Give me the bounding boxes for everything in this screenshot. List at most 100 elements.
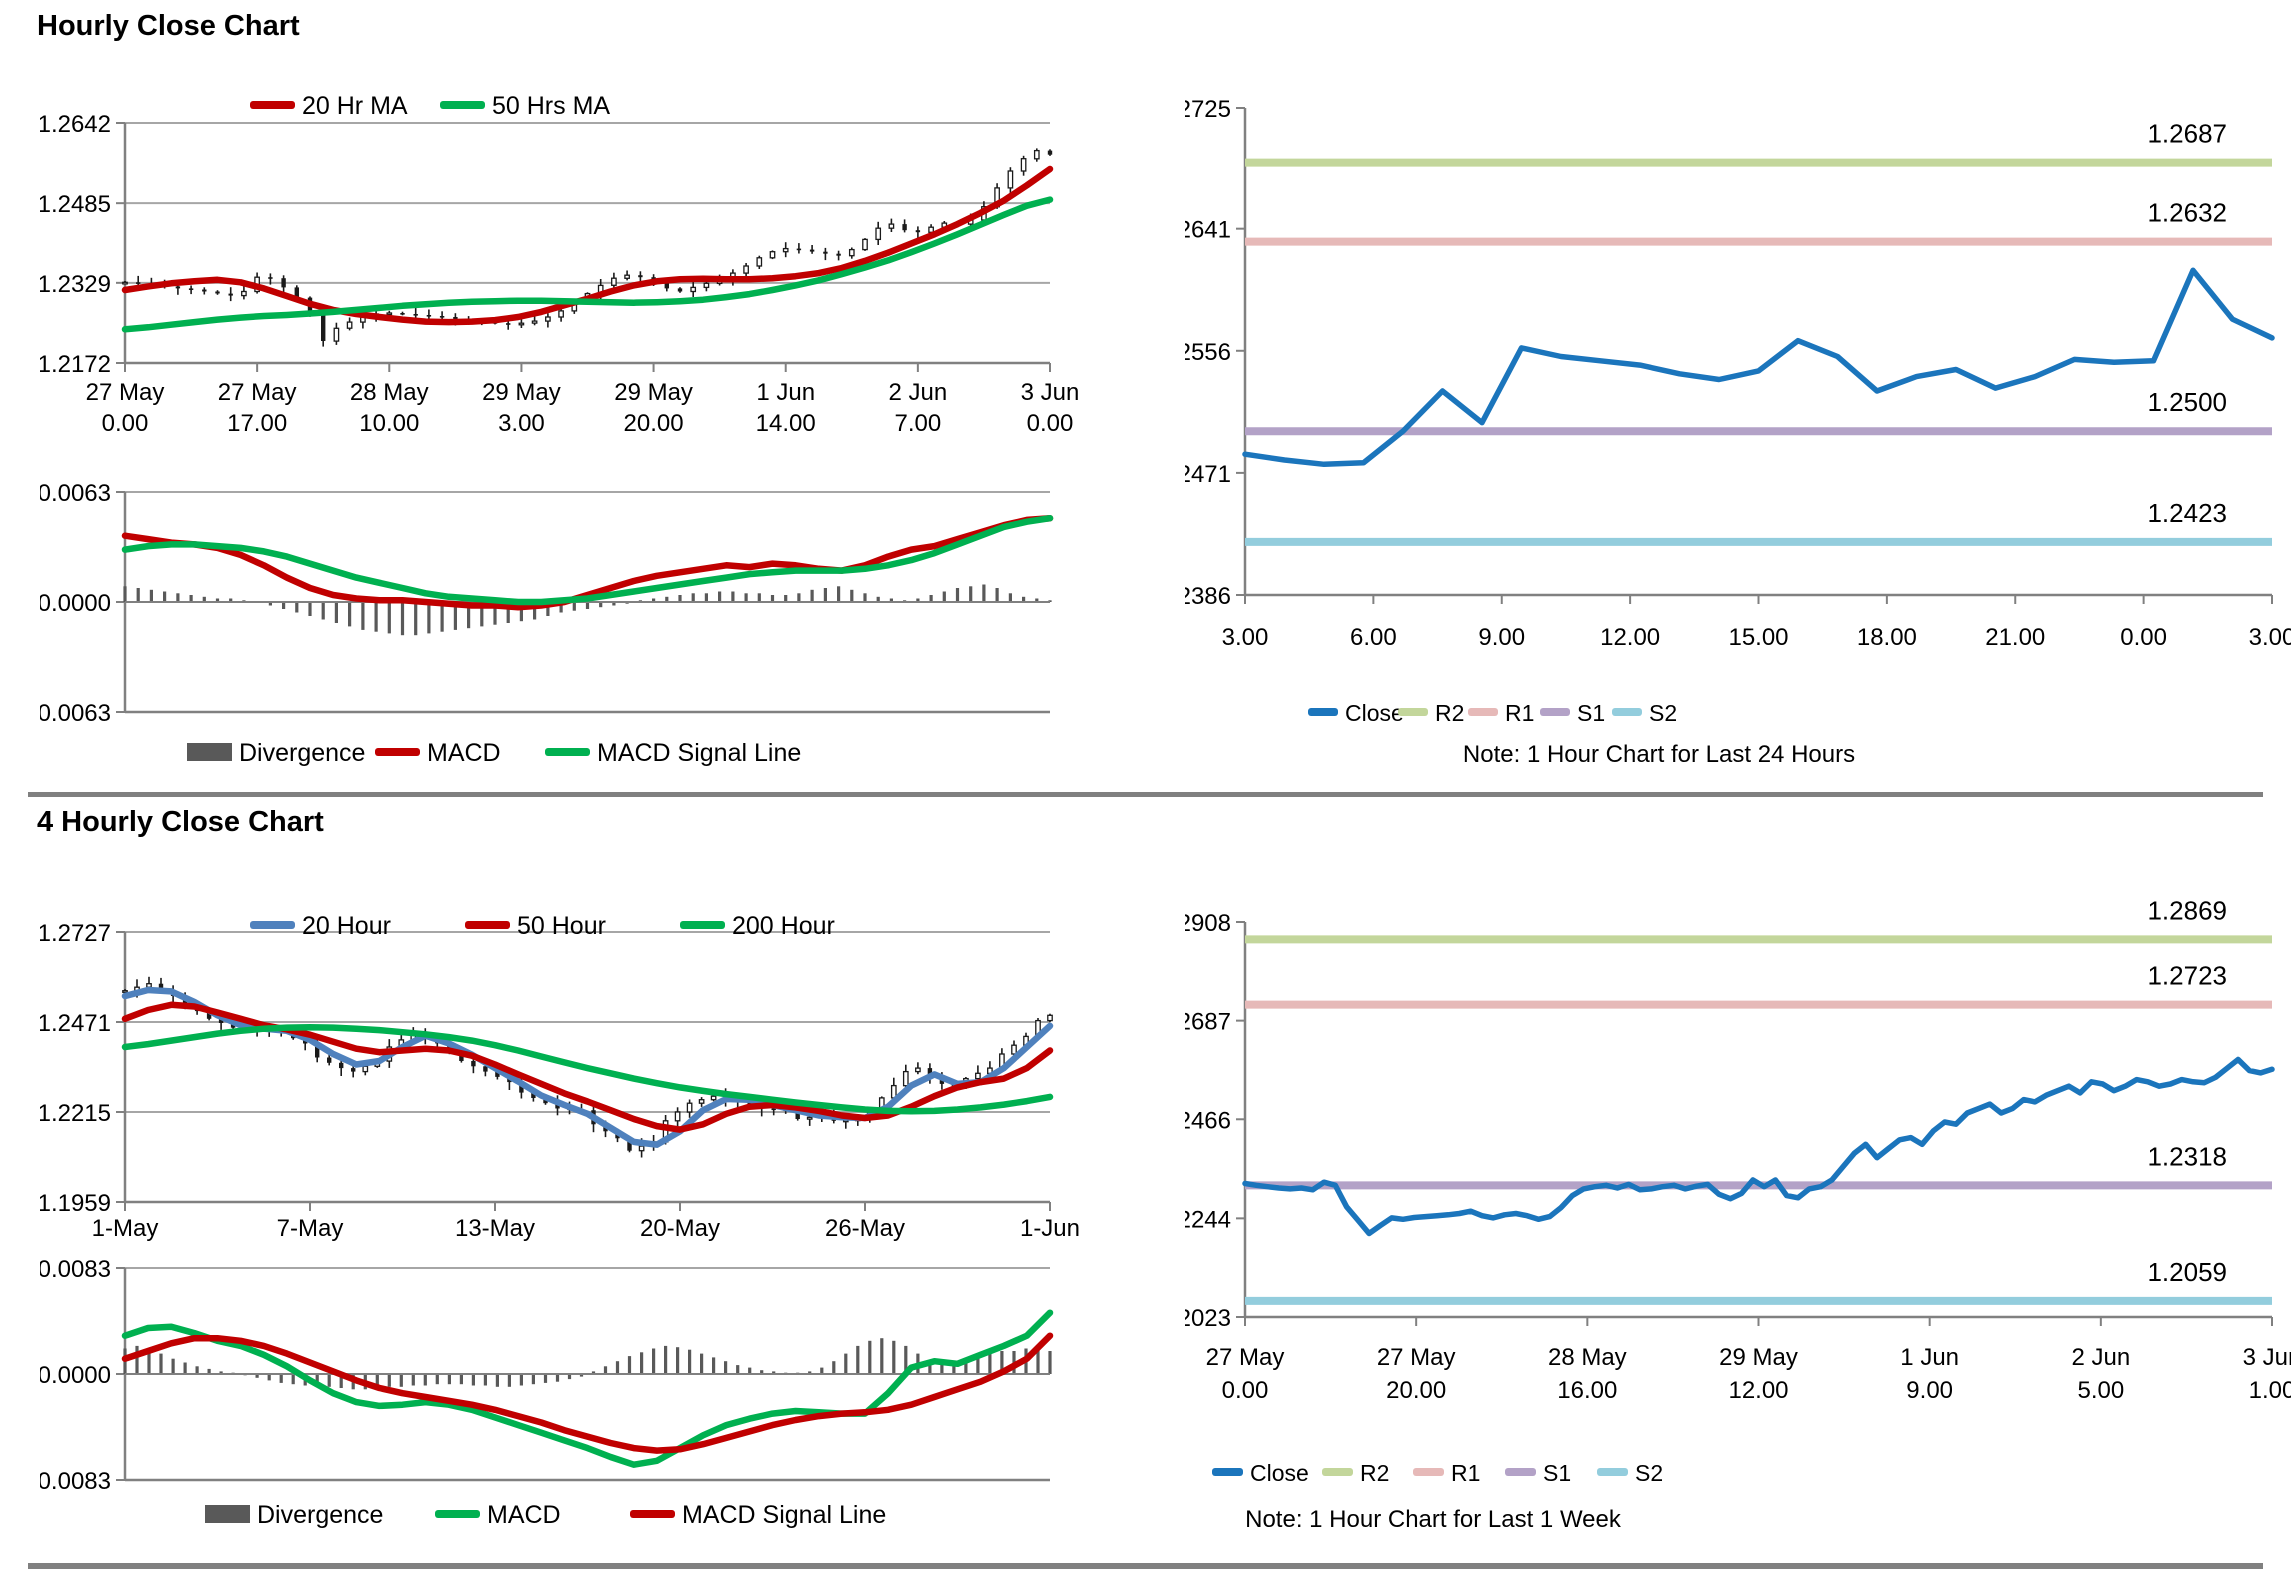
x-tick-label: 0.00 xyxy=(1222,1377,1269,1404)
divergence-bar xyxy=(820,1367,824,1374)
divergence-bar xyxy=(964,1358,968,1374)
divergence-bar xyxy=(348,602,352,627)
divergence-bar xyxy=(334,602,338,623)
x-tick-label: 17.00 xyxy=(227,410,287,437)
divergence-bar xyxy=(823,588,827,602)
divergence-bar xyxy=(440,602,444,632)
candle-body-up xyxy=(756,257,763,267)
candle-body-down xyxy=(439,316,445,318)
candle-body-up xyxy=(690,286,697,293)
four-hourly-macd-svg: 0.0083 0.0000 -0.0083 Divergence MACD MACD Si… xyxy=(30,1256,1054,1529)
divergence-bar xyxy=(183,1362,187,1374)
legend-swatch-200-hour xyxy=(680,921,725,929)
candle-body-down xyxy=(294,287,299,298)
divergence-bar xyxy=(411,1374,415,1386)
divergence-bar xyxy=(507,1374,511,1387)
x-tick-label: 10.00 xyxy=(359,410,419,437)
x-tick-label: 1-May xyxy=(92,1215,159,1242)
x-tick-label: 3.00 xyxy=(498,410,545,437)
y-tick-label: 1.2244 xyxy=(1185,1206,1231,1233)
legend-label-macd-signal-line: MACD Signal Line xyxy=(682,1501,886,1529)
candle-body-down xyxy=(218,1018,224,1023)
candle-body-up xyxy=(915,1067,921,1073)
legend-label-r1: R1 xyxy=(1505,700,1534,726)
legend-label-20-hour: 20 Hour xyxy=(302,912,391,940)
divergence-bar xyxy=(176,593,180,602)
divergence-bar xyxy=(678,595,682,602)
divergence-bar xyxy=(591,1371,596,1374)
r1-level-label: 1.2632 xyxy=(2147,198,2227,228)
divergence-bar xyxy=(171,1358,175,1374)
x-tick-label: 26-May xyxy=(825,1215,905,1242)
candle-body-up xyxy=(975,1072,981,1080)
divergence-bar xyxy=(1036,1348,1040,1374)
divergence-bar xyxy=(387,1374,391,1387)
x-tick-label: 16.00 xyxy=(1557,1377,1617,1404)
candle-body-down xyxy=(823,251,828,254)
close-line xyxy=(1242,1056,2275,1237)
four-hourly-section-title: 4 Hourly Close Chart xyxy=(37,806,324,838)
y-tick-label: 0.0000 xyxy=(40,590,111,617)
divergence-bar xyxy=(387,602,391,634)
divergence-bar xyxy=(1035,598,1039,602)
x-tick-label: 1-Jun xyxy=(1020,1215,1080,1242)
divergence-bar xyxy=(612,602,616,606)
divergence-bar xyxy=(149,589,153,602)
candle-body-down xyxy=(555,1103,560,1109)
candle-body-down xyxy=(796,248,802,251)
legend-swatch-s2 xyxy=(1597,1468,1628,1476)
divergence-bar xyxy=(459,1374,463,1385)
divergence-bar xyxy=(640,1352,644,1374)
x-tick-label: 27 May xyxy=(86,379,165,406)
y-tick-label: 1.2215 xyxy=(40,1100,111,1127)
legend-swatch-20-hour xyxy=(250,921,295,929)
legend-swatch-r2 xyxy=(1322,1468,1353,1476)
hourly-macd-chart: 0.0063 0.0000 -0.0063 Divergence MACD MACD Si… xyxy=(30,470,1125,788)
divergence-bar xyxy=(308,602,312,616)
divergence-bar xyxy=(282,602,286,609)
candle-body-down xyxy=(158,983,164,990)
x-tick-label: 3.00 xyxy=(1222,624,1269,651)
divergence-bar xyxy=(599,602,603,608)
x-tick-label: 1 Jun xyxy=(756,379,815,406)
divergence-bar xyxy=(229,598,233,602)
candle-body-down xyxy=(795,1110,800,1119)
candle-body-up xyxy=(1011,1044,1017,1055)
divergence-bar xyxy=(295,602,299,613)
candle-body-up xyxy=(611,277,617,286)
divergence-bar xyxy=(712,1357,716,1374)
y-tick-label: 1.2386 xyxy=(1185,583,1231,610)
candle-body-down xyxy=(453,317,458,319)
x-tick-label: 20.00 xyxy=(1386,1377,1446,1404)
divergence-bar xyxy=(163,591,167,602)
legend-swatch-20-hr-ma xyxy=(250,101,295,109)
x-tick-label: 20.00 xyxy=(624,410,684,437)
divergence-bar xyxy=(850,589,854,602)
legend-label-s1: S1 xyxy=(1543,1460,1571,1486)
divergence-bar xyxy=(837,586,841,602)
legend-swatch-s1 xyxy=(1505,1468,1536,1476)
candle-body-down xyxy=(915,230,921,233)
weekly-pivot-chart: 1.2908 1.2687 1.2466 1.2244 1.2023 27 May 0.00… xyxy=(1158,850,2291,1550)
divergence-bar xyxy=(928,1361,932,1374)
candle-body-up xyxy=(241,290,247,297)
divergence-bar xyxy=(904,1345,908,1374)
bottom-divider xyxy=(28,1563,2263,1569)
divergence-bar xyxy=(952,1361,956,1374)
candle-body-down xyxy=(215,291,220,294)
x-tick-label: 29 May xyxy=(614,379,693,406)
candle-body-up xyxy=(333,327,340,342)
divergence-bar xyxy=(136,588,140,602)
divergence-bar xyxy=(506,602,510,623)
divergence-bar xyxy=(533,602,537,620)
macd-line xyxy=(121,514,1054,611)
y-tick-label: 1.2641 xyxy=(1185,217,1231,244)
legend-label-r1: R1 xyxy=(1451,1460,1480,1486)
divergence-bar xyxy=(453,602,457,630)
y-tick-label: 1.2725 xyxy=(1185,96,1231,123)
candle-body-down xyxy=(136,282,141,284)
x-tick-label: 28 May xyxy=(1548,1344,1627,1371)
legend-swatch-macd xyxy=(435,1510,480,1518)
candle-body-up xyxy=(686,1102,693,1113)
